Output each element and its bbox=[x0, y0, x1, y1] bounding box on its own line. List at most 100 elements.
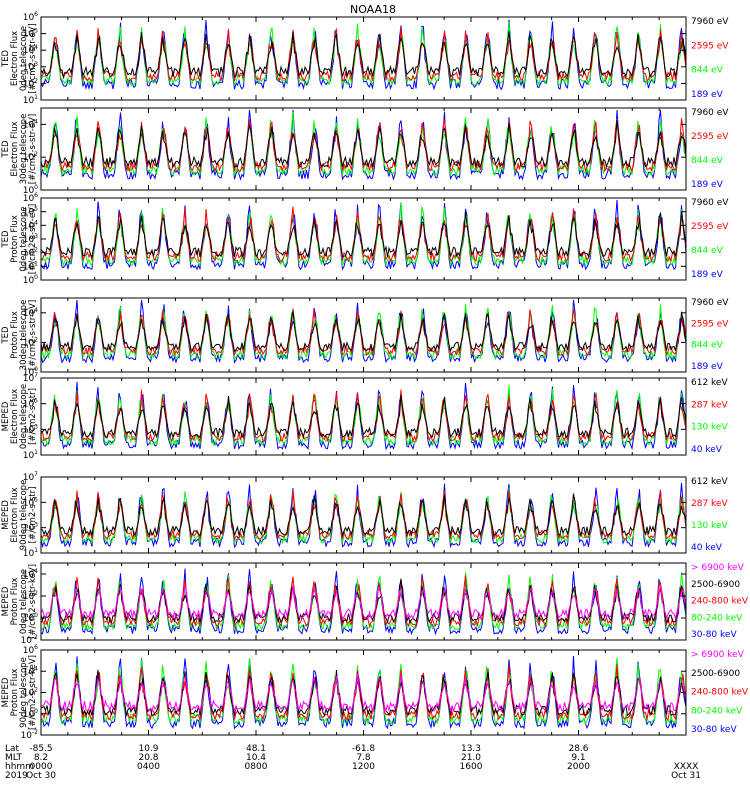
series-trace bbox=[41, 299, 686, 364]
y-axis-label: 0deg telescope bbox=[19, 26, 29, 91]
legend-entry: 189 eV bbox=[691, 90, 724, 100]
y-tick-label: 104 bbox=[23, 118, 38, 130]
y-axis-label: TED bbox=[1, 140, 11, 159]
time-axis-tick-label: 21.0 bbox=[461, 753, 481, 763]
time-axis-tick-label: 10.4 bbox=[246, 753, 266, 763]
y-tick-label: 101 bbox=[23, 449, 38, 461]
panel-8-traces bbox=[41, 655, 686, 730]
legend-entry: 189 eV bbox=[691, 270, 724, 280]
panel-frame bbox=[40, 377, 687, 456]
legend-entry: 7960 eV bbox=[691, 198, 729, 208]
legend-entry: 844 eV bbox=[691, 156, 724, 166]
legend-entry: 40 keV bbox=[691, 445, 723, 455]
time-axis-tick-label: 28.6 bbox=[568, 744, 588, 754]
plot-title: NOAA18 bbox=[350, 3, 396, 16]
legend-entry: 2595 eV bbox=[691, 41, 729, 51]
y-axis-label: [#/cm2-s-str-eV] bbox=[28, 300, 38, 370]
time-axis-tick-label: 8.2 bbox=[34, 753, 48, 763]
legend-entry: 844 eV bbox=[691, 341, 724, 351]
time-axis-tick-label: Oct 30 bbox=[26, 771, 56, 781]
legend-entry: 287 keV bbox=[691, 499, 728, 509]
time-axis-tick-label: -61.8 bbox=[352, 744, 376, 754]
y-axis-label: Proton Flux bbox=[10, 578, 20, 626]
y-axis-label: Proton Flux bbox=[10, 669, 20, 717]
panel-2-traces bbox=[41, 109, 686, 181]
time-axis-tick-label: 0400 bbox=[137, 762, 160, 772]
y-axis-label: MEPED bbox=[1, 586, 11, 616]
time-axis-tick-label: Oct 31 bbox=[671, 771, 701, 781]
panel-frame bbox=[40, 297, 687, 373]
panel-7-traces bbox=[41, 568, 686, 636]
legend-entry: 844 eV bbox=[691, 246, 724, 256]
y-axis-label: Proton Flux bbox=[10, 215, 20, 263]
y-tick-label: 107 bbox=[23, 372, 38, 384]
series-trace bbox=[41, 394, 686, 440]
y-axis-label: 90deg telescope bbox=[19, 480, 29, 551]
time-axis-tick-label: 10.9 bbox=[138, 744, 158, 754]
y-axis-label: [#/cm2-s-str-keV] bbox=[28, 564, 38, 639]
series-trace bbox=[41, 673, 686, 714]
legend-entry: 7960 eV bbox=[691, 298, 729, 308]
legend-entry: 80-240 keV bbox=[691, 706, 743, 716]
series-trace bbox=[41, 578, 686, 625]
time-axis-tick-label: 7.8 bbox=[356, 753, 371, 763]
y-axis-label: TED bbox=[1, 230, 11, 249]
time-axis-tick-label: 1600 bbox=[460, 762, 483, 772]
legend-entry: 844 eV bbox=[691, 66, 724, 76]
y-tick-label: 106 bbox=[23, 644, 38, 656]
time-axis-tick-label: 1200 bbox=[352, 762, 375, 772]
y-axis-label: 30deg telescope bbox=[19, 114, 29, 185]
y-tick-label: 106 bbox=[23, 11, 38, 23]
series-trace bbox=[41, 584, 686, 620]
time-axis-tick-label: 0000 bbox=[30, 762, 53, 772]
y-axis-label: 0deg telescope bbox=[19, 384, 29, 449]
y-axis-label: Electron Flux bbox=[10, 389, 20, 444]
legend-entry: 189 eV bbox=[691, 362, 724, 372]
y-axis-label: Electron Flux bbox=[10, 31, 20, 86]
y-axis-label: [#/cm2-s-str] bbox=[28, 487, 38, 544]
legend-entry: 2595 eV bbox=[691, 132, 729, 142]
y-tick-label: 101 bbox=[23, 94, 38, 106]
time-axis-tick-label: 0800 bbox=[245, 762, 268, 772]
panel-6-traces bbox=[41, 482, 686, 549]
legend-entry: 2500-6900 bbox=[691, 580, 740, 590]
time-axis-tick-label: 48.1 bbox=[246, 744, 266, 754]
y-axis-label: Electron Flux bbox=[10, 121, 20, 176]
y-axis-label: MEPED bbox=[1, 677, 11, 707]
y-axis-label: [#/cm2-s-str] bbox=[28, 388, 38, 445]
y-tick-label: 100 bbox=[23, 274, 38, 286]
legend-entry: 189 eV bbox=[691, 180, 724, 190]
time-axis-row-label: Lat bbox=[5, 744, 20, 754]
legend-entry: > 6900 keV bbox=[691, 650, 745, 660]
time-axis-tick-label: 2000 bbox=[567, 762, 590, 772]
series-trace bbox=[41, 120, 686, 169]
legend-entry: 30-80 keV bbox=[691, 725, 737, 735]
y-axis-label: TED bbox=[1, 326, 11, 345]
time-axis-tick-label: -85.5 bbox=[29, 744, 52, 754]
legend-entry: 130 keV bbox=[691, 423, 728, 433]
legend-entry: 80-240 keV bbox=[691, 613, 743, 623]
y-axis-label: 0deg telescope bbox=[19, 569, 29, 634]
time-axis-row-label: MLT bbox=[5, 753, 23, 763]
legend-entry: 7960 eV bbox=[691, 108, 729, 118]
series-trace bbox=[41, 494, 686, 538]
legend-entry: 612 keV bbox=[691, 477, 728, 487]
series-trace bbox=[41, 31, 686, 79]
legend-entry: 7960 eV bbox=[691, 17, 729, 27]
legend-entry: 2595 eV bbox=[691, 319, 729, 329]
time-axis-tick-label: 20.8 bbox=[138, 753, 158, 763]
series-trace bbox=[41, 19, 686, 91]
panel-5-traces bbox=[41, 381, 686, 451]
y-axis-label: 30deg telescope bbox=[19, 300, 29, 371]
